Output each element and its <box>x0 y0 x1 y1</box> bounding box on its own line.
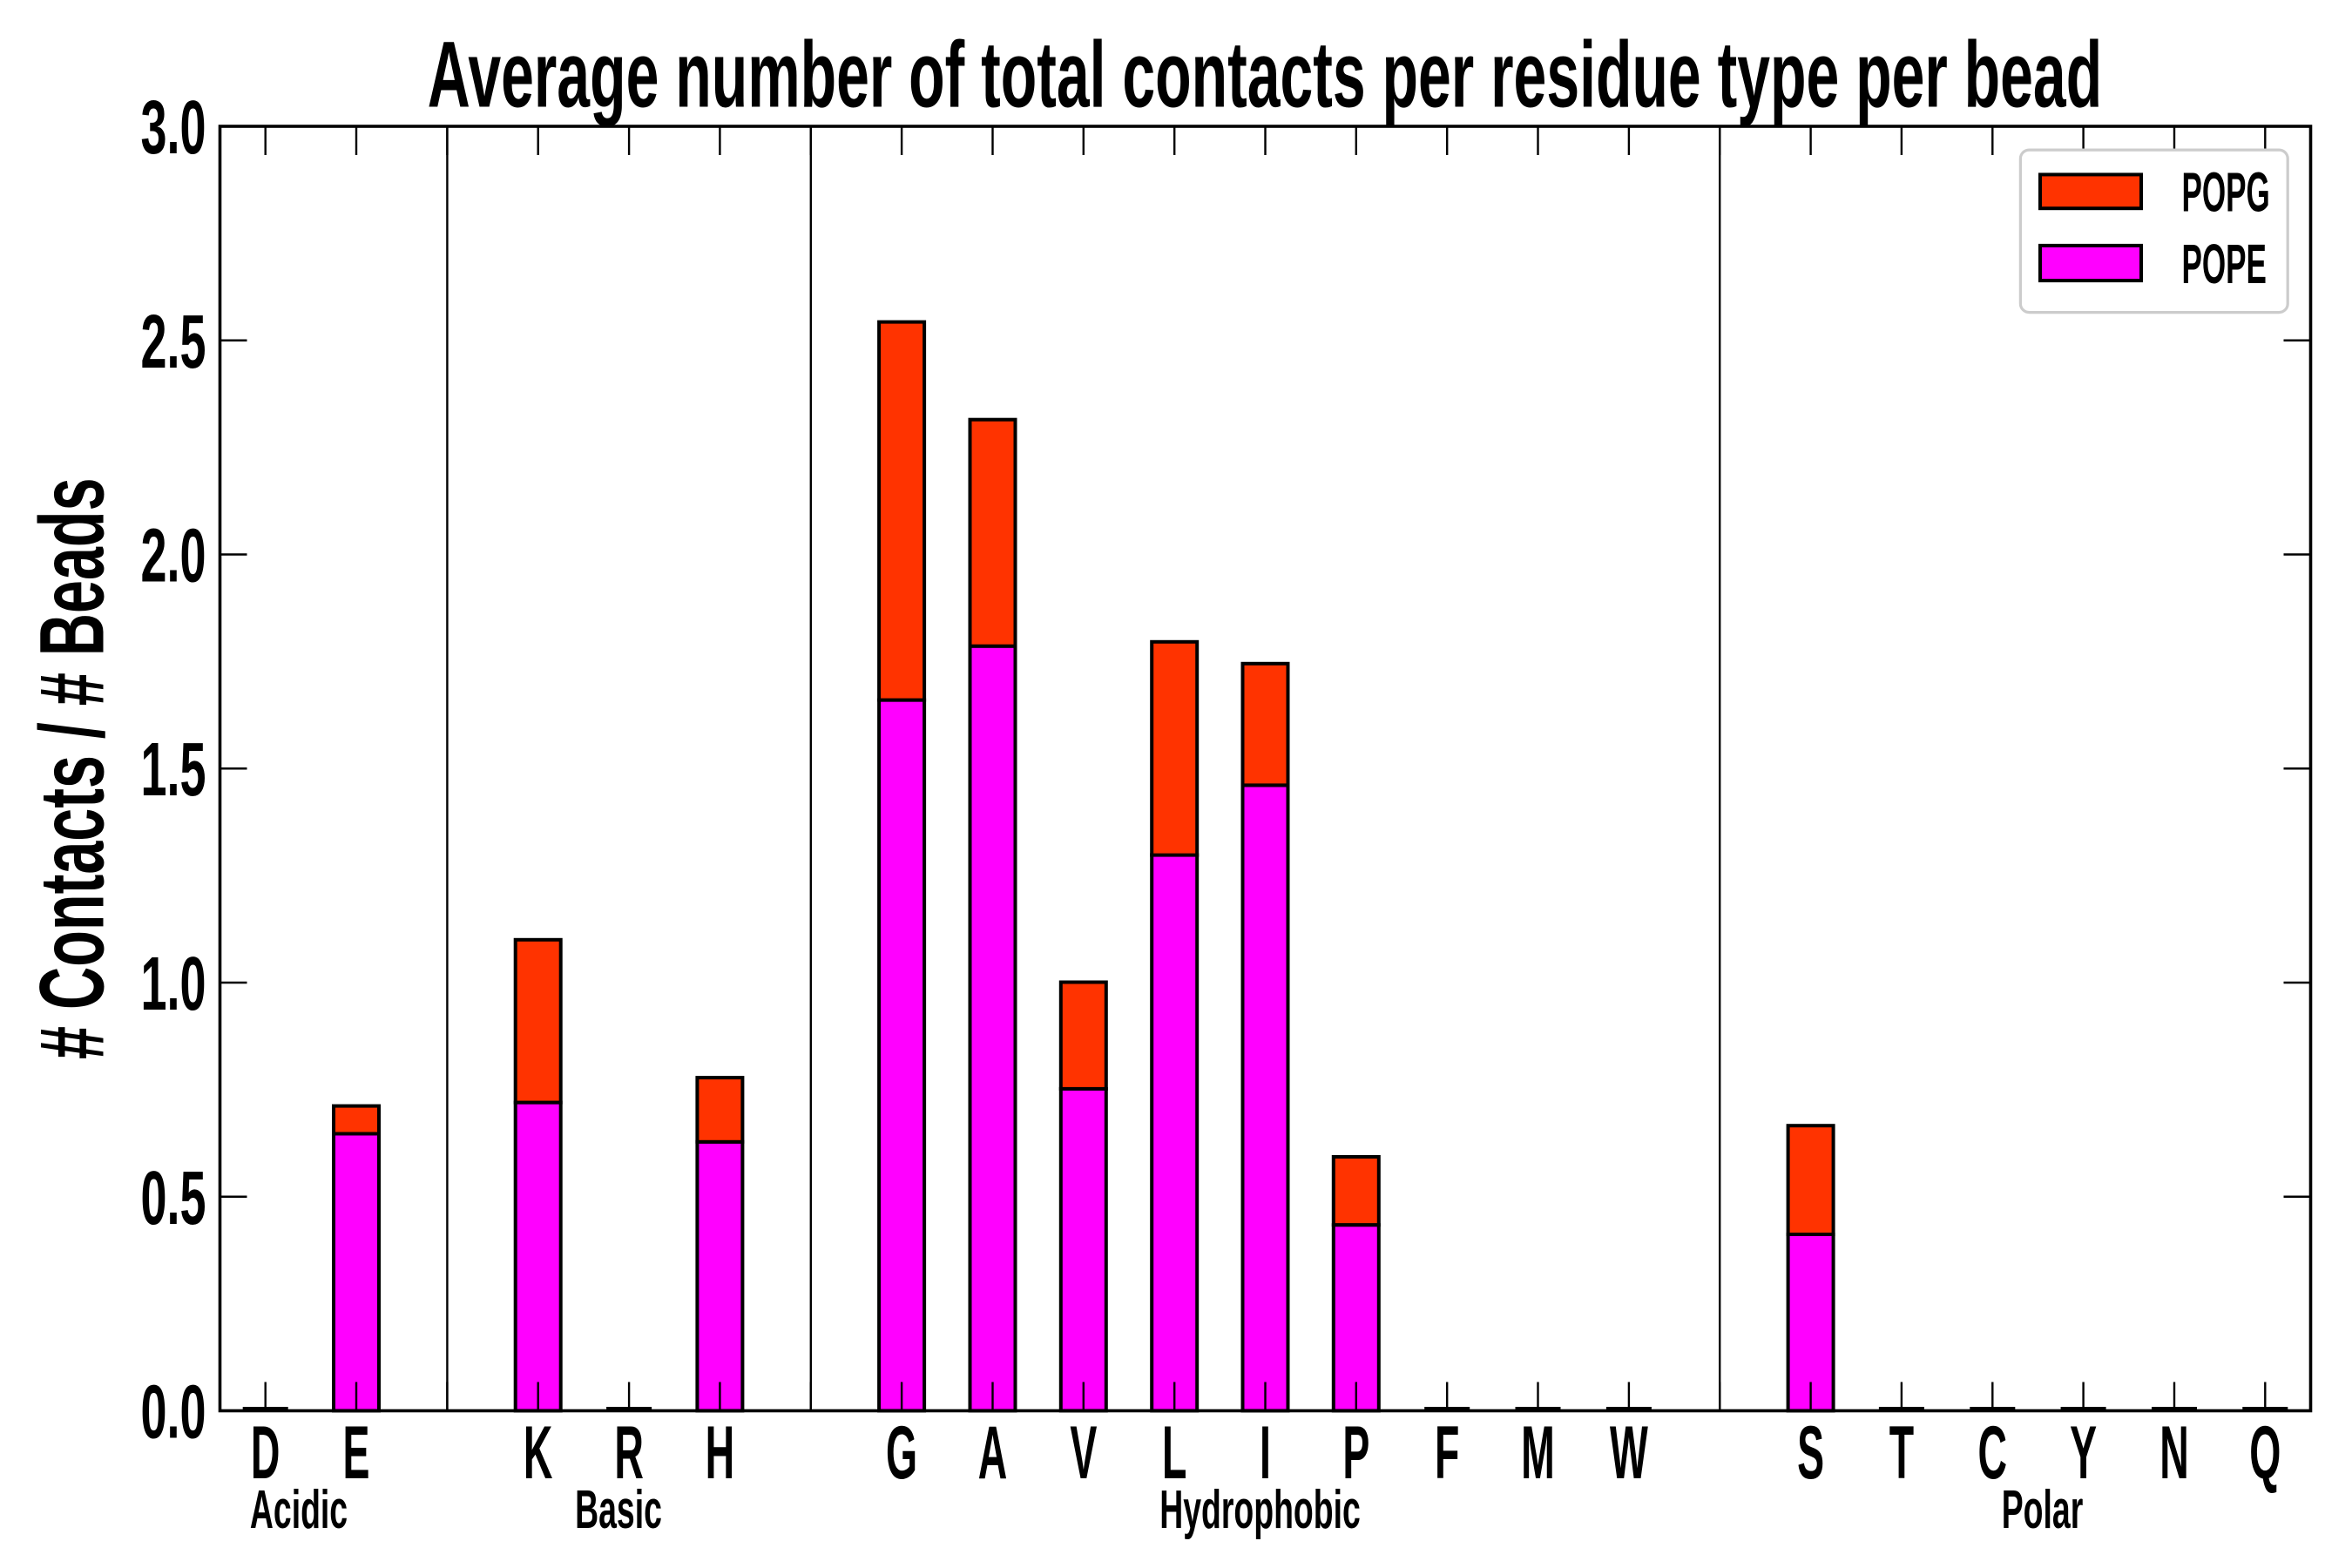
svg-text:D: D <box>251 1410 280 1495</box>
svg-text:Acidic: Acidic <box>250 1479 348 1539</box>
svg-text:L: L <box>1162 1410 1186 1495</box>
svg-text:I: I <box>1260 1410 1271 1495</box>
svg-text:Polar: Polar <box>2002 1479 2084 1539</box>
svg-text:S: S <box>1797 1410 1824 1495</box>
svg-text:M: M <box>1521 1410 1555 1495</box>
svg-text:Average number of total contac: Average number of total contacts per res… <box>428 23 2102 128</box>
svg-text:K: K <box>524 1410 553 1495</box>
svg-text:T: T <box>1889 1410 1914 1495</box>
svg-text:Y: Y <box>2070 1410 2097 1495</box>
svg-text:E: E <box>343 1410 370 1495</box>
svg-text:POPE: POPE <box>2182 233 2267 295</box>
svg-text:N: N <box>2159 1410 2189 1495</box>
svg-text:R: R <box>614 1410 644 1495</box>
svg-text:C: C <box>1978 1410 2008 1495</box>
svg-text:POPG: POPG <box>2182 160 2270 223</box>
svg-text:Q: Q <box>2249 1410 2281 1495</box>
svg-text:0.5: 0.5 <box>141 1156 206 1240</box>
svg-text:G: G <box>886 1410 917 1495</box>
svg-text:Basic: Basic <box>575 1479 662 1539</box>
svg-text:W: W <box>1610 1410 1648 1495</box>
svg-text:2.5: 2.5 <box>141 300 206 384</box>
svg-text:# Contacts / # Beads: # Contacts / # Beads <box>20 477 122 1059</box>
svg-text:H: H <box>706 1410 735 1495</box>
svg-text:2.0: 2.0 <box>141 513 206 598</box>
svg-text:Hydrophobic: Hydrophobic <box>1159 1479 1361 1539</box>
svg-text:A: A <box>978 1410 1008 1495</box>
svg-text:1.0: 1.0 <box>141 942 206 1026</box>
svg-text:V: V <box>1070 1410 1097 1495</box>
svg-text:F: F <box>1435 1410 1459 1495</box>
svg-text:0.0: 0.0 <box>141 1369 206 1454</box>
svg-text:P: P <box>1342 1410 1369 1495</box>
svg-text:1.5: 1.5 <box>141 727 206 812</box>
svg-text:3.0: 3.0 <box>141 85 206 170</box>
